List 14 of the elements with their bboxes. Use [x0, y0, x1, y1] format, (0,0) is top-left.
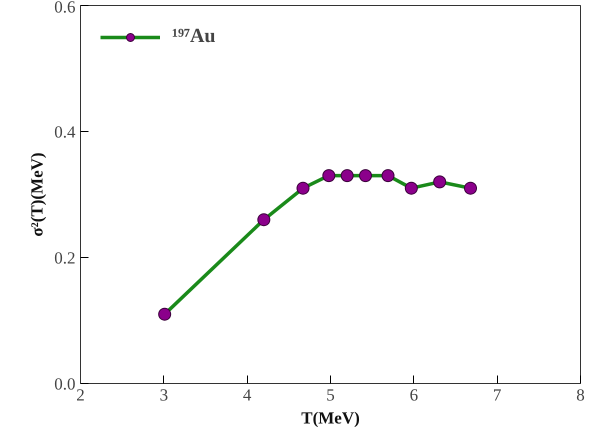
x-tick-label: 3	[160, 386, 168, 404]
x-tick-label: 4	[242, 386, 252, 404]
x-tick-label: 2	[76, 386, 85, 404]
y-tick-label: 0.0	[54, 374, 76, 394]
y-tick-label: 0.2	[54, 248, 76, 268]
x-axis-title: T(MeV)	[301, 408, 360, 428]
y-axis-title: σ²(T)(MeV)	[27, 152, 46, 237]
legend-label: ¹⁹⁷Au	[172, 25, 216, 48]
x-tick-label: 8	[576, 386, 585, 404]
x-tick-label: 7	[492, 386, 502, 404]
y-tick-label: 0.6	[54, 0, 76, 16]
x-tick-label: 6	[410, 386, 418, 404]
x-tick-label: 5	[326, 386, 335, 404]
y-tick-label: 0.4	[54, 122, 76, 142]
